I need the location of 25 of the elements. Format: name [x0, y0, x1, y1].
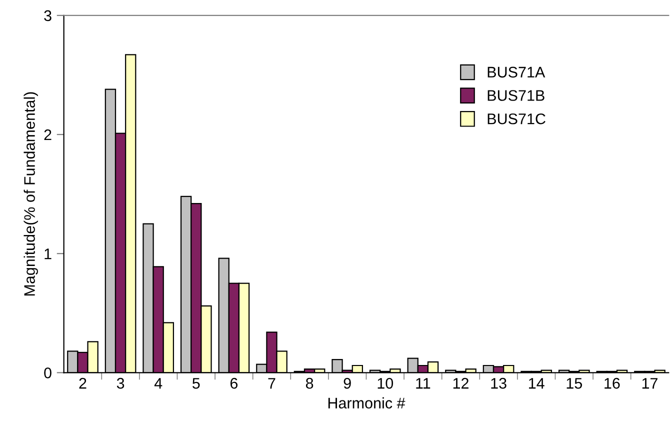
x-tick-label: 10 [378, 378, 394, 389]
x-tick-label: 16 [604, 378, 620, 389]
x-tick-label: 13 [491, 378, 506, 389]
x-tick-label: 9 [344, 378, 351, 389]
y-axis-title: Magnitude(% of Fundamental) [24, 92, 38, 296]
x-tick-label: 7 [268, 378, 276, 389]
x-tick-label: 4 [154, 378, 162, 389]
y-tick-label: 3 [44, 10, 52, 22]
x-tick-label: 12 [453, 378, 468, 389]
legend-label: BUS71B [488, 90, 544, 101]
y-tick-label: 2 [44, 129, 52, 140]
x-tick-label: 3 [116, 378, 124, 389]
y-tick-label: 0 [44, 368, 52, 378]
x-axis-title: Harmonic # [328, 397, 406, 409]
x-tick-label: 15 [566, 378, 582, 389]
x-tick-label: 17 [642, 378, 658, 389]
x-tick-label: 8 [306, 378, 314, 389]
legend-label: BUS71A [488, 66, 546, 78]
x-tick-label: 14 [529, 378, 544, 389]
y-tick-label: 1 [44, 248, 52, 260]
legend-label: BUS71C [488, 113, 546, 124]
x-tick-label: 5 [192, 378, 200, 389]
x-tick-label: 11 [416, 378, 430, 389]
x-tick-label: 6 [230, 378, 238, 389]
x-tick-label: 2 [79, 378, 86, 389]
